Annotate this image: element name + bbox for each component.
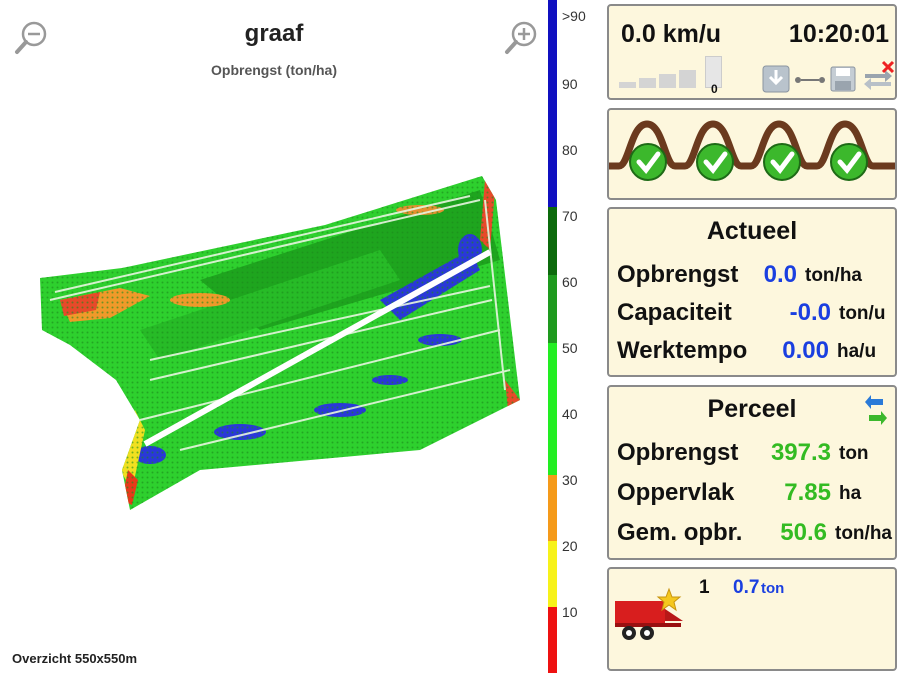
legend-color-0-10 [548,607,557,673]
legend-label: 70 [562,208,578,224]
row-sections-graphic [609,120,895,181]
actueel-label: Werktempo [617,337,748,364]
map-subtitle: Opbrengst (ton/ha) [211,62,337,78]
grain-cart-icon [615,587,683,640]
actueel-value: -0.0 [789,299,831,326]
perceel-label: Oppervlak [617,479,735,506]
clock-readout: 10:20:01 [788,20,889,48]
legend-color-20-30 [548,541,557,607]
perceel-label: Opbrengst [617,439,739,466]
actueel-panel: Actueel Opbrengst 0.0 ton/ha Capaciteit … [607,207,897,377]
speed-readout: 0.0 km/u [621,20,722,48]
perceel-title: Perceel [707,395,797,423]
legend-label: 80 [562,142,578,158]
cart-count: 1 [699,577,710,598]
legend-color-60-70 [548,207,557,275]
check-circle-icon [629,143,667,181]
perceel-panel: Perceel Opbrengst 397.3 ton Oppervlak 7.… [607,385,897,560]
legend-color-30-40 [548,475,557,541]
actueel-title: Actueel [706,217,798,245]
perceel-unit: ton [839,443,869,464]
perceel-label: Gem. opbr. [617,519,743,546]
check-circle-icon [763,143,801,181]
perceel-value: 397.3 [770,439,831,466]
yield-map-view[interactable]: graaf Opbrengst (ton/ha) Overzicht 550x5… [0,0,548,673]
legend-label: 40 [562,406,578,422]
overview-scale-label: Overzicht 550x550m [12,651,138,666]
check-circle-icon [830,143,868,181]
save-icon[interactable] [829,64,857,94]
refresh-icon[interactable] [863,395,889,429]
legend-label: 50 [562,340,578,356]
legend-label: 30 [562,472,578,488]
legend-label: 10 [562,604,578,620]
perceel-unit: ha [839,483,862,504]
actueel-label: Capaciteit [617,299,732,326]
cart-unit: ton [761,580,785,597]
actueel-unit: ton/u [839,303,886,324]
actueel-label: Opbrengst [617,261,739,288]
status-panel: 0.0 km/u 10:20:01 0 [607,4,897,100]
legend-label: >90 [562,8,586,24]
actueel-value: 0.00 [782,337,829,364]
download-icon[interactable] [761,64,791,94]
legend-label: 90 [562,76,578,92]
check-circle-icon [696,143,734,181]
right-panel-column: 0.0 km/u 10:20:01 0 [601,0,902,673]
yield-map-field[interactable] [0,0,548,673]
link-icon[interactable] [793,70,827,90]
actueel-unit: ha/u [837,341,877,362]
legend-color-50-60 [548,275,557,343]
zoom-in-icon [505,21,537,54]
signal-count: 0 [711,82,718,96]
legend-color-80-90 [548,73,557,207]
legend-color-40-50 [548,343,557,475]
yield-legend: >90 90 80 70 60 50 40 30 20 10 [548,0,600,673]
legend-label: 20 [562,538,578,554]
legend-color-over90 [548,0,557,73]
zoom-out-button[interactable] [12,18,52,58]
row-sections-panel[interactable] [607,108,897,200]
perceel-value: 7.85 [784,479,831,506]
transfer-cancel-icon[interactable] [861,60,895,94]
map-title: graaf [244,20,304,47]
actueel-value: 0.0 [763,261,797,288]
perceel-value: 50.6 [780,519,827,546]
zoom-in-button[interactable] [500,18,540,58]
grain-cart-panel[interactable]: 1 0.7 ton [607,567,897,671]
perceel-unit: ton/ha [835,523,892,544]
legend-label: 60 [562,274,578,290]
actueel-unit: ton/ha [805,265,862,286]
zoom-out-icon [15,21,47,54]
cart-value: 0.7 [733,577,760,598]
